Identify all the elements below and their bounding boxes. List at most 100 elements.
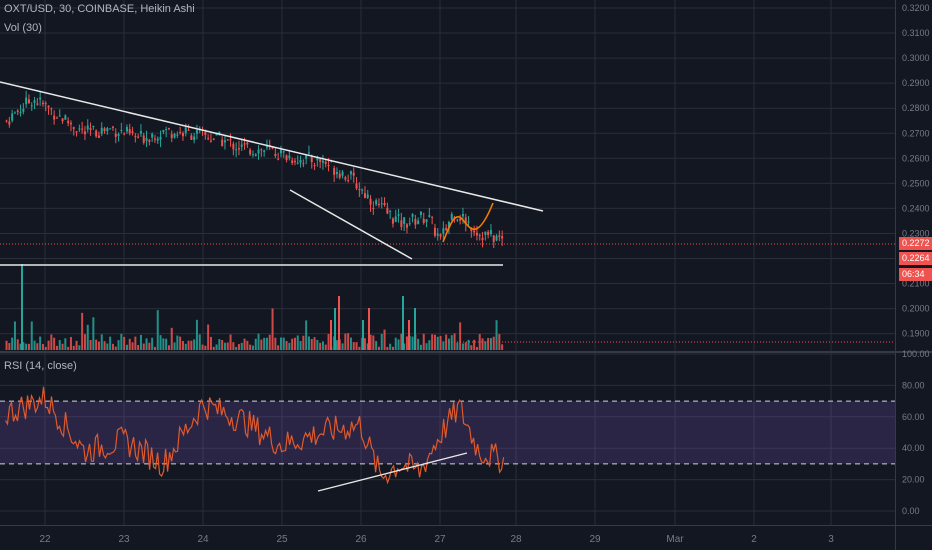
- volume-bar: [209, 336, 212, 350]
- volume-bar: [11, 337, 14, 350]
- candle-body: [263, 150, 266, 152]
- volume-bar: [492, 336, 495, 350]
- volume-bar: [422, 333, 425, 350]
- volume-bar: [484, 341, 487, 350]
- volume-bar: [425, 343, 428, 350]
- candle-body: [445, 227, 448, 231]
- candle-body: [478, 235, 481, 237]
- drawings[interactable]: [0, 81, 895, 492]
- volume-bar: [61, 343, 64, 350]
- candle-body: [33, 100, 36, 103]
- time-tick-label: 26: [355, 534, 367, 545]
- volume-bar: [106, 343, 109, 350]
- candle-body: [380, 203, 383, 205]
- volume-legend[interactable]: Vol (30): [4, 22, 42, 34]
- time-tick-label: 27: [434, 534, 446, 545]
- candle-body: [481, 237, 484, 241]
- candle-body: [501, 236, 504, 239]
- candle-body: [277, 158, 280, 160]
- candle-body: [111, 126, 114, 128]
- volume-bar: [403, 343, 406, 350]
- candle-body: [44, 103, 47, 105]
- volume-bar: [501, 344, 504, 350]
- candle-body: [375, 200, 378, 205]
- candle-body: [226, 139, 229, 141]
- volume-bar: [363, 338, 366, 350]
- volume-bar: [162, 338, 165, 350]
- volume-bar: [176, 335, 179, 350]
- volume-bar: [195, 319, 198, 350]
- price-tick-label: 0.3100: [902, 28, 930, 38]
- candle-body: [254, 154, 257, 156]
- candle-body: [218, 131, 221, 134]
- volume-bar: [467, 339, 470, 350]
- candle-body: [212, 138, 215, 140]
- volume-bar: [47, 340, 50, 350]
- volume-bar: [44, 346, 47, 350]
- candle-body: [165, 128, 168, 130]
- candle-body: [58, 115, 61, 117]
- candle-body: [237, 148, 240, 150]
- candle-body: [134, 136, 137, 138]
- volume-bar: [319, 342, 322, 350]
- volume-bar: [22, 342, 25, 350]
- volume-bar: [221, 340, 224, 350]
- volume-bar: [302, 335, 305, 350]
- time-tick-label: 23: [118, 534, 130, 545]
- price-tick-label: 0.3000: [902, 53, 930, 63]
- volume-bar: [305, 320, 308, 350]
- candle-body: [41, 102, 44, 105]
- volume-bar: [464, 342, 467, 350]
- candle-body: [383, 202, 386, 206]
- volume-bar: [445, 334, 448, 350]
- volume-bar: [265, 337, 268, 350]
- volume-bar: [431, 334, 434, 350]
- volume-bar: [473, 339, 476, 350]
- candle-body: [464, 217, 467, 225]
- volume-bar: [39, 336, 42, 350]
- candle-body: [319, 159, 322, 162]
- volume-bar: [89, 339, 92, 350]
- candle-body: [408, 223, 411, 225]
- candle-body: [36, 103, 39, 105]
- volume-bar: [251, 345, 254, 350]
- symbol-legend[interactable]: OXT/USD, 30, COINBASE, Heikin Ashi: [4, 3, 195, 15]
- volume-bar: [243, 338, 246, 350]
- volume-bar: [67, 346, 70, 350]
- rsi-legend[interactable]: RSI (14, close): [4, 360, 77, 372]
- candle-body: [473, 230, 476, 233]
- volume-bar: [277, 345, 280, 350]
- volume-bar: [405, 336, 408, 350]
- rsi-trendline: [317, 452, 468, 492]
- volume-bar: [459, 322, 462, 350]
- volume-bar: [36, 343, 39, 350]
- candle-body: [167, 127, 170, 129]
- volume-bar: [41, 343, 44, 350]
- volume-bar: [232, 342, 235, 350]
- candle-body: [394, 216, 397, 222]
- volume-bar: [389, 343, 392, 350]
- projection-curve: [442, 202, 494, 243]
- volume-bar: [83, 334, 86, 350]
- candle-body: [355, 183, 358, 189]
- volume-bar: [212, 346, 215, 350]
- volume-bar: [394, 337, 397, 350]
- volume-bar: [279, 337, 282, 350]
- volume-bar: [25, 343, 28, 350]
- price-tick-label: 0.2400: [902, 203, 930, 213]
- volume-bar: [246, 340, 249, 350]
- candle-body: [223, 140, 226, 143]
- volume-bar: [369, 334, 372, 350]
- volume-bar: [372, 335, 375, 350]
- time-tick-label: 22: [39, 534, 51, 545]
- price-tick-label: 0.2700: [902, 128, 930, 138]
- candle-body: [232, 143, 235, 150]
- volume-bar: [400, 333, 403, 350]
- volume-bar: [414, 308, 416, 350]
- candle-body: [417, 220, 420, 225]
- candle-body: [310, 157, 313, 163]
- volume-bar: [288, 342, 291, 350]
- volume-bar: [167, 345, 170, 350]
- candle-body: [344, 177, 347, 180]
